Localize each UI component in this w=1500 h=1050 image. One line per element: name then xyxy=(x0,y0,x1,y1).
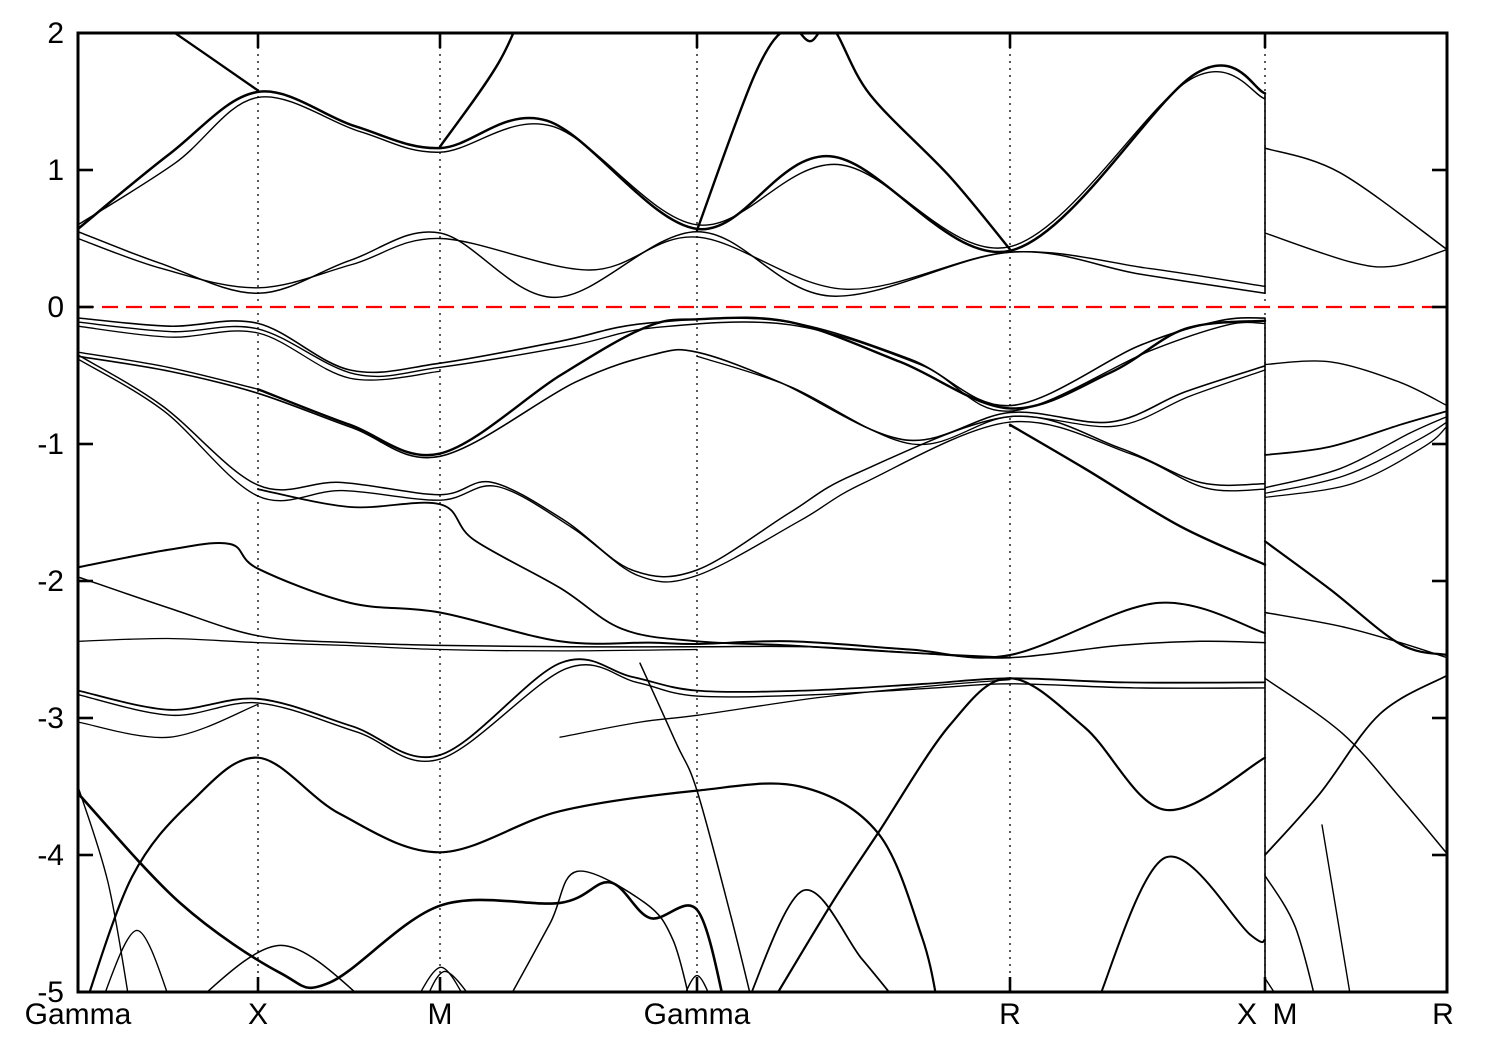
band-line xyxy=(1008,423,1267,566)
band-line xyxy=(78,664,1266,763)
x-tick-label: Gamma xyxy=(25,998,132,1031)
band-line xyxy=(78,541,1266,659)
plot-frame xyxy=(76,31,1449,994)
band-line xyxy=(78,576,1266,659)
x-tick-label: X xyxy=(1237,998,1257,1031)
band-line xyxy=(78,316,1266,407)
y-tick-label: 1 xyxy=(47,154,64,187)
plot-area xyxy=(78,33,1447,992)
band-line xyxy=(1264,677,1447,855)
band-line xyxy=(78,792,724,992)
band-line xyxy=(1264,425,1447,499)
band-line xyxy=(1264,674,1447,856)
y-tick-label: -5 xyxy=(37,976,64,1009)
x-tick-label: M xyxy=(428,998,453,1031)
y-tick-label: -1 xyxy=(37,428,64,461)
x-tick-label: R xyxy=(1432,998,1454,1031)
band-line xyxy=(428,970,468,992)
band-line xyxy=(78,348,1266,459)
band-line xyxy=(438,33,515,148)
band-line xyxy=(1264,360,1447,407)
band-line xyxy=(78,785,129,992)
band-line xyxy=(206,944,356,992)
band-line xyxy=(1264,410,1447,456)
x-tick-label: Gamma xyxy=(644,998,751,1031)
band-line xyxy=(1100,855,1266,992)
band-line xyxy=(78,354,1266,578)
band-line xyxy=(511,870,689,992)
x-tick-label: X xyxy=(248,998,268,1031)
band-line xyxy=(1321,824,1351,992)
band-line xyxy=(78,358,1266,583)
band-line xyxy=(639,662,751,992)
band-line xyxy=(78,71,1266,249)
band-line xyxy=(78,703,259,739)
band-line xyxy=(78,351,259,390)
band-line xyxy=(78,321,1266,412)
band-line xyxy=(1264,977,1275,992)
band-line xyxy=(1264,611,1447,659)
band-line xyxy=(685,974,709,992)
y-tick-label: 0 xyxy=(47,291,64,324)
band-line xyxy=(1264,874,1315,992)
band-line xyxy=(78,637,698,652)
band-line xyxy=(78,230,1266,299)
band-line xyxy=(256,316,1267,457)
y-tick-label: -2 xyxy=(37,565,64,598)
band-line xyxy=(78,236,1266,290)
y-tick-label: 2 xyxy=(47,17,64,50)
band-line xyxy=(1263,540,1447,657)
band-line xyxy=(1264,232,1447,268)
band-line xyxy=(104,929,168,992)
y-tick-label: -3 xyxy=(37,702,64,735)
band-line xyxy=(750,889,891,992)
band-line xyxy=(419,966,463,992)
band-line xyxy=(1264,421,1447,494)
band-line xyxy=(559,678,1011,738)
band-line xyxy=(1264,147,1447,251)
x-tick-label: M xyxy=(1273,998,1298,1031)
band-line xyxy=(78,64,1267,254)
band-line xyxy=(172,33,260,92)
band-line xyxy=(78,325,441,381)
y-tick-label: -4 xyxy=(37,839,64,872)
band-line xyxy=(776,677,1267,992)
x-tick-label: R xyxy=(999,998,1021,1031)
band-line xyxy=(1264,415,1447,489)
band-line xyxy=(695,33,1012,251)
